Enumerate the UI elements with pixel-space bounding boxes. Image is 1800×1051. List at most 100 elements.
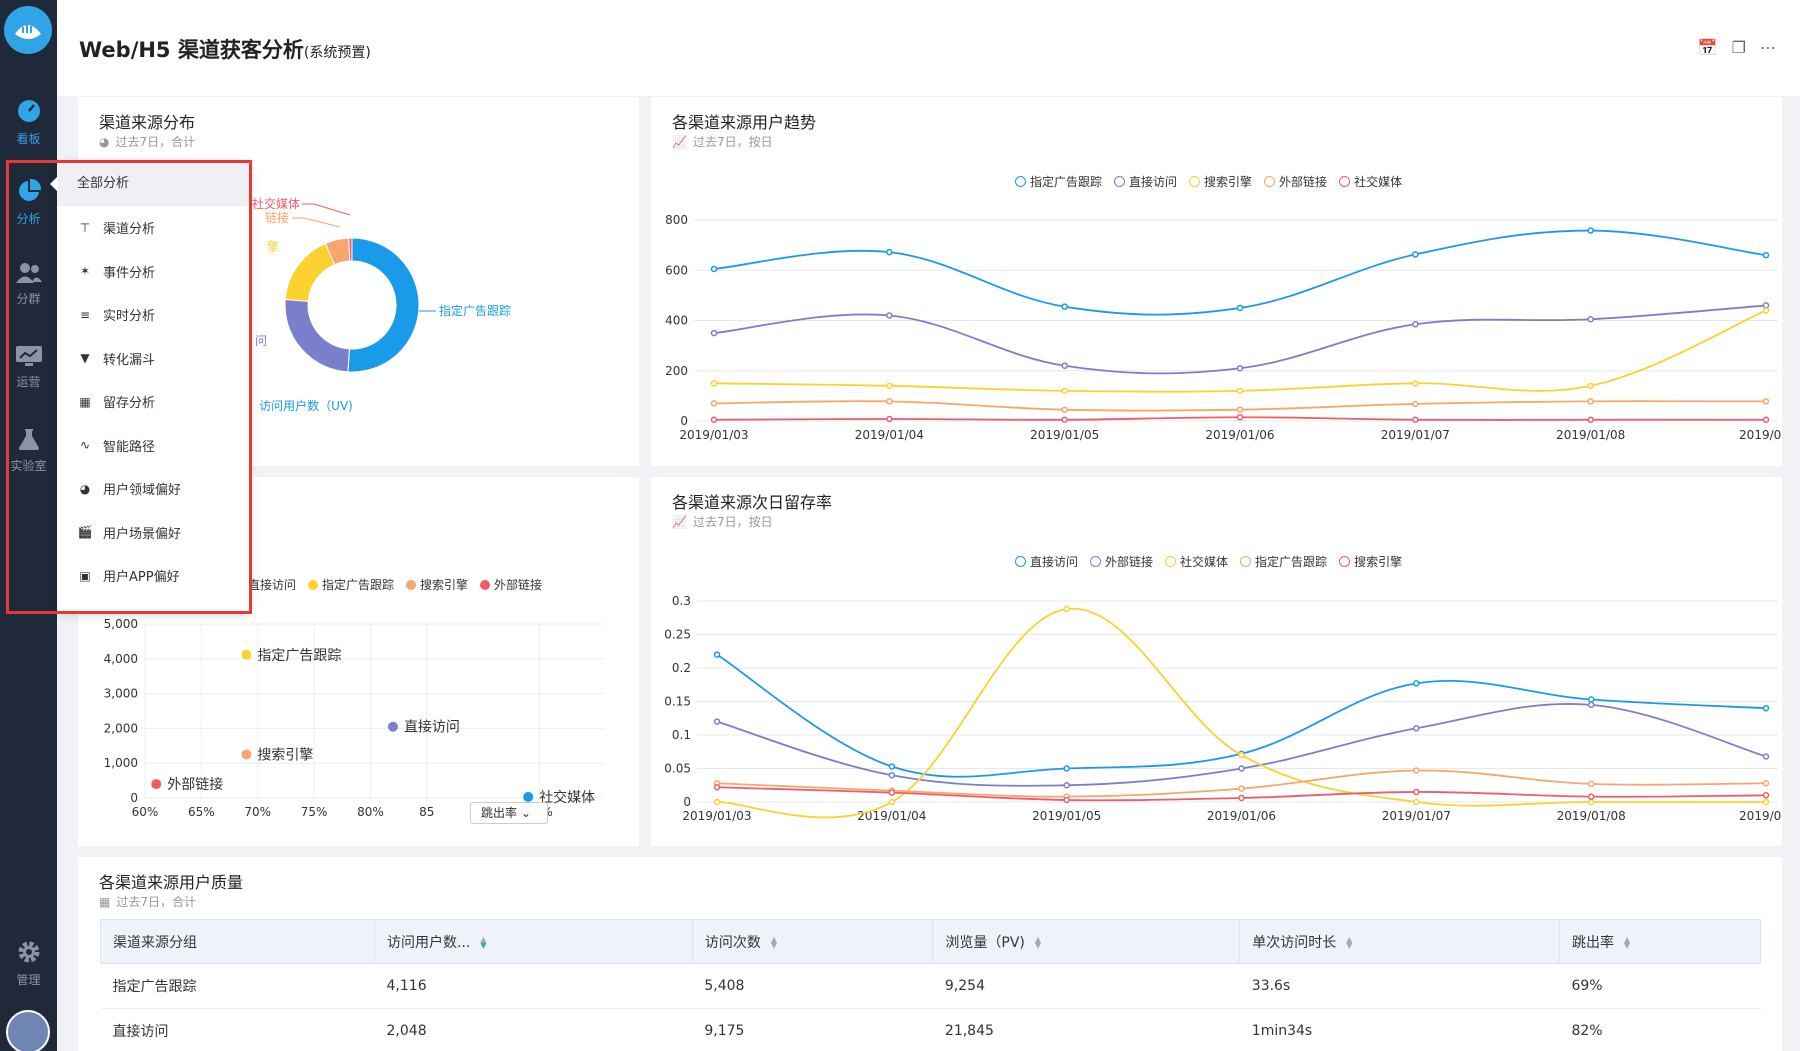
y-tick-label: 0 [130, 791, 138, 805]
y-tick-label: 0.25 [664, 628, 691, 642]
series-line [713, 229, 1767, 316]
menu-item-6[interactable]: ◕ 用户领域偏好 [57, 467, 249, 511]
more-icon[interactable]: ⋯ [1760, 38, 1776, 57]
menu-item-1[interactable]: ✶ 事件分析 [57, 250, 249, 294]
column-header[interactable]: 跳出率 ▲ ▼ [1558, 919, 1762, 964]
data-point [1061, 362, 1068, 369]
table-cell: 21,845 [932, 1008, 1240, 1051]
data-point [1412, 251, 1419, 258]
column-header[interactable]: 访问次数 ▲ ▼ [691, 919, 934, 964]
funnel-icon: ▼ [80, 351, 90, 366]
column-header[interactable]: 访问用户数... ▲ ▼ [374, 919, 693, 964]
panel-title: 渠道来源分布 [99, 113, 196, 132]
copy-icon[interactable]: ❐ [1731, 38, 1746, 57]
sort-icon[interactable]: ▲ ▼ [1623, 934, 1631, 950]
legend-item[interactable]: 搜索引擎 [1339, 553, 1402, 570]
nav-analysis[interactable]: 分析 [0, 162, 57, 242]
data-point [710, 329, 718, 337]
app-logo[interactable] [4, 6, 52, 54]
sort-icon[interactable]: ▲ ▼ [1346, 934, 1353, 950]
menu-item-4[interactable]: ▦ 留存分析 [57, 380, 249, 424]
column-header-label: 浏览量（PV) [945, 934, 1025, 951]
legend-item[interactable]: 社交媒体 [1165, 553, 1228, 570]
nav-operations[interactable]: 运营 [0, 327, 57, 407]
nav-admin[interactable]: 管理 [0, 923, 57, 1003]
y-tick-label: 4,000 [104, 652, 138, 666]
y-tick-label: 0.15 [664, 695, 691, 709]
avatar[interactable] [6, 1010, 50, 1051]
menu-item-3[interactable]: ▼ 转化漏斗 [57, 337, 249, 381]
data-point [1236, 413, 1244, 421]
legend: 指定广告跟踪 直接访问 搜索引擎 外部链接 社交媒体 [1015, 173, 1402, 190]
donut-slice [347, 237, 420, 373]
scatter-point [523, 791, 534, 802]
sort-icon[interactable]: ▲ ▼ [480, 934, 487, 950]
legend-item[interactable]: 搜索引擎 [406, 576, 468, 593]
legend-item[interactable]: 指定广告跟踪 [308, 576, 394, 593]
data-point [1762, 792, 1770, 799]
x-tick-label: 2019/01/07 [1381, 428, 1450, 442]
legend-label: 外部链接 [1279, 175, 1328, 189]
label-leader [292, 217, 341, 228]
sort-icon[interactable]: ▲ ▼ [770, 934, 778, 950]
column-header[interactable]: 浏览量（PV) ▲ ▼ [932, 919, 1241, 964]
legend-item[interactable]: 外部链接 [1264, 173, 1327, 190]
table-cell: 82% [1559, 1008, 1761, 1051]
menu-item-0[interactable]: ⊤ 渠道分析 [57, 206, 249, 250]
nav-dashboard[interactable]: 看板 [0, 82, 57, 162]
panel-sub-text: 过去7日，按日 [692, 515, 773, 529]
data-point [713, 718, 721, 725]
menu-item-2[interactable]: ≡ 实时分析 [57, 293, 249, 337]
point-label: 指定广告跟踪 [257, 648, 341, 664]
dashboard-icon [17, 99, 40, 122]
legend: 直接访问 外部链接 社交媒体 指定广告跟踪 搜索引擎 [1015, 553, 1402, 570]
nav-lab[interactable]: 实验室 [0, 410, 57, 490]
data-point [1236, 304, 1244, 312]
legend-item[interactable]: 直接访问 [1114, 173, 1177, 190]
legend-label: 外部链接 [1105, 555, 1154, 569]
scatter-point [241, 649, 252, 660]
legend-item[interactable]: 指定广告跟踪 [1015, 173, 1102, 190]
legend-item[interactable]: 外部链接 [1090, 553, 1153, 570]
legend-label: 指定广告跟踪 [1030, 175, 1103, 189]
data-point [1412, 321, 1419, 328]
menu-item-7[interactable]: 🎬 用户场景偏好 [57, 511, 249, 555]
menu-item-all-analysis[interactable]: 全部分析 [57, 162, 249, 206]
menu-item-label: 用户领域偏好 [103, 483, 182, 499]
sort-icon[interactable]: ▲ ▼ [1034, 934, 1042, 950]
point-label: 直接访问 [404, 719, 460, 736]
x-metric-select[interactable]: 跳出率 ⌄ [470, 802, 548, 824]
x-tick-label: 85 [419, 805, 434, 819]
pie-icon: ◕ [99, 134, 110, 149]
data-point [1587, 227, 1594, 234]
legend-label: 外部链接 [494, 578, 543, 592]
data-point [886, 398, 893, 405]
scene-icon: 🎬 [77, 525, 93, 540]
nav-label: 看板 [16, 131, 41, 146]
data-point [1587, 780, 1595, 788]
column-header[interactable]: 单次访问时长 ▲ ▼ [1239, 919, 1560, 964]
donut-slice [348, 237, 353, 262]
panel-title: 各渠道来源用户质量 [99, 873, 244, 892]
y-tick-label: 200 [665, 364, 688, 378]
nav-label: 运营 [16, 374, 41, 389]
menu-item-8[interactable]: ▣ 用户APP偏好 [57, 554, 249, 598]
nav-label: 实验室 [10, 458, 47, 473]
data-point [1587, 315, 1594, 323]
table-row: 直接访问 2,048 9,175 21,845 1min34s 82% [100, 1008, 1761, 1051]
menu-item-5[interactable]: ∿ 智能路径 [57, 424, 249, 468]
data-point [1236, 406, 1244, 413]
legend-item[interactable]: 外部链接 [480, 576, 542, 593]
legend-item[interactable]: 直接访问 [1015, 553, 1078, 570]
legend-item[interactable]: 搜索引擎 [1189, 173, 1252, 190]
x-tick-label: 2019/01/07 [1382, 809, 1451, 823]
left-nav: 看板 分析 分群 运营 实验室 管理 [0, 0, 57, 1051]
series-line [716, 653, 1767, 778]
nav-segments[interactable]: 分群 [0, 244, 57, 324]
legend-item[interactable]: 指定广告跟踪 [1240, 553, 1327, 570]
data-point [710, 380, 718, 387]
legend-item[interactable]: 社交媒体 [1339, 173, 1402, 190]
data-point [1063, 605, 1070, 613]
column-header-label: 跳出率 [1571, 934, 1614, 951]
calendar-icon[interactable]: 📅 [1697, 38, 1718, 57]
